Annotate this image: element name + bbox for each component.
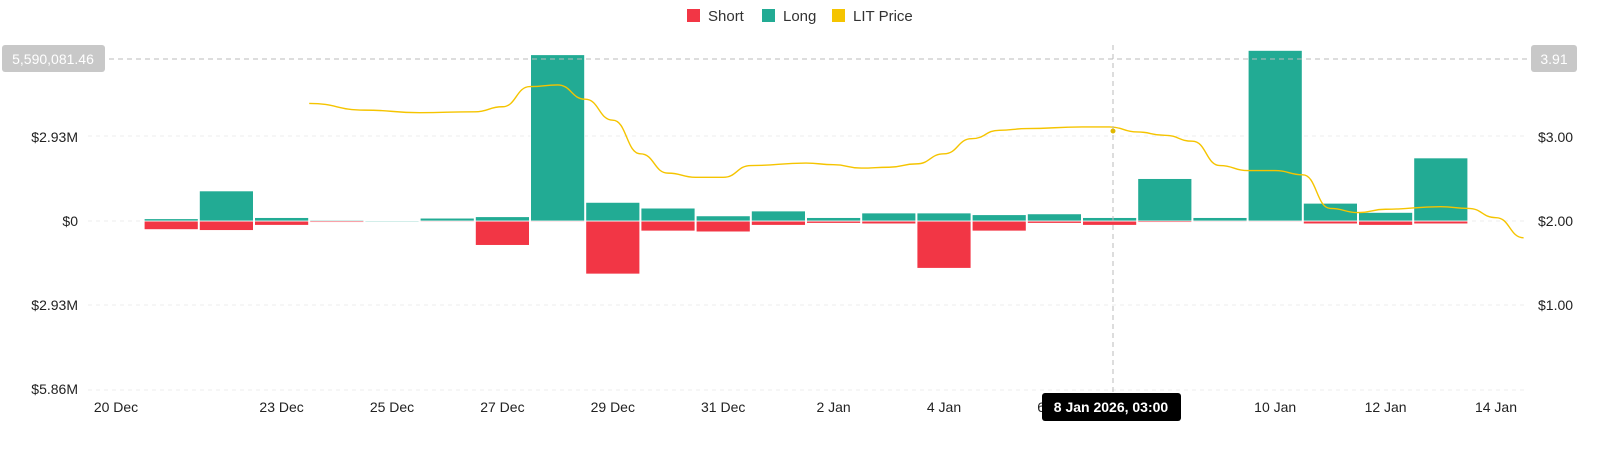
legend-label-long[interactable]: Long	[783, 8, 816, 25]
y-axis-left: $2.93M $0 $2.93M $5.86M	[31, 129, 78, 397]
crosshair-x-value: 8 Jan 2026, 03:00	[1054, 399, 1169, 415]
y-right-tick-label: $3.00	[1538, 129, 1573, 145]
price-line	[309, 84, 1524, 239]
x-tick-label: 23 Dec	[259, 399, 303, 415]
crosshair-right-value: 3.91	[1540, 51, 1567, 67]
bar-short-9[interactable]	[585, 220, 641, 275]
bar-long-13[interactable]	[806, 217, 861, 222]
bar-long-5[interactable]	[364, 220, 420, 223]
grid-lines	[88, 135, 1528, 391]
bar-short-14[interactable]	[861, 220, 917, 225]
lit-price-line[interactable]	[309, 84, 1524, 239]
legend-swatch-lit-price	[832, 9, 845, 22]
legend-swatch-short	[687, 9, 700, 22]
crosshair-left-value: 5,590,081.46	[12, 51, 94, 67]
x-tick-label: 2 Jan	[816, 399, 850, 415]
bar-long-23[interactable]	[1358, 211, 1413, 222]
bar-short-12[interactable]	[751, 220, 806, 226]
y-left-tick-label: $0	[62, 213, 78, 229]
x-tick-label: 25 Dec	[370, 399, 414, 415]
bar-long-3[interactable]	[254, 217, 310, 222]
y-left-tick-label: $2.93M	[31, 129, 78, 145]
bar-long-24[interactable]	[1413, 157, 1469, 222]
bar-short-11[interactable]	[695, 220, 751, 233]
x-tick-label: 31 Dec	[701, 399, 745, 415]
bar-short-3[interactable]	[254, 220, 310, 226]
bar-long-11[interactable]	[695, 215, 751, 222]
bar-short-18[interactable]	[1082, 220, 1137, 226]
bar-long-18[interactable]	[1082, 217, 1137, 222]
bar-long-8[interactable]	[530, 54, 585, 222]
legend-label-short[interactable]: Short	[708, 8, 745, 25]
bar-short-10[interactable]	[640, 220, 696, 232]
bar-short-2[interactable]	[198, 220, 254, 231]
bar-short-16[interactable]	[971, 220, 1027, 232]
x-tick-label: 20 Dec	[94, 399, 138, 415]
bar-short-15[interactable]	[916, 220, 972, 269]
bar-long-1[interactable]	[143, 218, 199, 222]
y-right-tick-label: $1.00	[1538, 297, 1573, 313]
bar-short-22[interactable]	[1303, 220, 1358, 225]
bar-long-15[interactable]	[916, 212, 972, 222]
crosshair-left-badge	[2, 45, 105, 72]
x-tick-label: 12 Jan	[1365, 399, 1407, 415]
x-axis: 20 Dec 23 Dec 25 Dec 27 Dec 29 Dec 31 Dec 2 Ja…	[94, 399, 1517, 415]
bar-long-4[interactable]	[309, 219, 365, 222]
bar-long-21[interactable]	[1247, 50, 1303, 222]
x-tick-label: 10 Jan	[1254, 399, 1296, 415]
bar-long-10[interactable]	[640, 207, 696, 222]
x-tick-label: 14 Jan	[1475, 399, 1517, 415]
bar-long-9[interactable]	[585, 201, 641, 222]
bar-short-24[interactable]	[1413, 220, 1469, 225]
x-tick-label: 4 Jan	[927, 399, 961, 415]
crosshair: 5,590,081.46 3.91 8 Jan 2026, 03:00	[2, 45, 1577, 421]
legend-swatch-long	[762, 9, 775, 22]
y-left-tick-label: $2.93M	[31, 297, 78, 313]
bar-long-2[interactable]	[198, 190, 254, 222]
crosshair-price-point	[1110, 128, 1116, 134]
bar-long-6[interactable]	[419, 217, 475, 222]
bar-long-7[interactable]	[474, 216, 530, 222]
legend: Short Long LIT Price	[687, 8, 913, 25]
y-right-tick-label: $2.00	[1538, 213, 1573, 229]
bar-short-1[interactable]	[143, 220, 199, 231]
crosshair-x-badge	[1042, 393, 1181, 421]
bar-long-12[interactable]	[751, 210, 806, 222]
bar-long-16[interactable]	[971, 214, 1027, 222]
bars	[143, 50, 1469, 275]
x-tick-label: 27 Dec	[480, 399, 524, 415]
y-left-tick-label: $5.86M	[31, 381, 78, 397]
bar-short-7[interactable]	[474, 220, 530, 246]
legend-label-lit-price[interactable]: LIT Price	[853, 8, 913, 25]
y-axis-right: $3.00 $2.00 $1.00	[1538, 129, 1573, 313]
bar-short-23[interactable]	[1358, 220, 1413, 226]
bar-long-20[interactable]	[1192, 217, 1248, 222]
bar-long-19[interactable]	[1137, 178, 1193, 222]
bar-long-17[interactable]	[1027, 213, 1082, 222]
x-tick-label: 29 Dec	[591, 399, 635, 415]
bar-long-14[interactable]	[861, 212, 917, 222]
crosshair-right-badge	[1531, 45, 1577, 72]
